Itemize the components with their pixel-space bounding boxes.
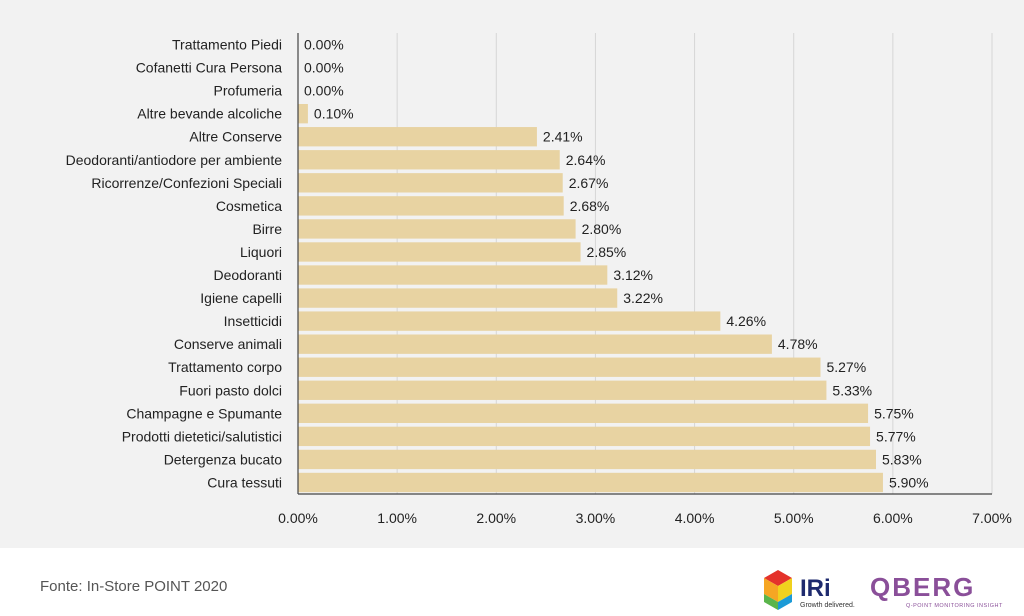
iri-wordmark: IRi [800, 575, 831, 602]
bar [298, 403, 869, 424]
value-label: 2.85% [587, 244, 627, 260]
bar [298, 288, 618, 308]
bar [298, 219, 576, 239]
category-label: Trattamento corpo [168, 359, 282, 375]
value-label: 0.10% [314, 106, 354, 122]
value-label: 5.90% [889, 474, 929, 490]
category-label: Deodoranti [214, 267, 283, 283]
category-label: Cosmetica [216, 198, 282, 214]
x-tick-label: 6.00% [873, 510, 913, 526]
value-label: 5.83% [882, 451, 922, 467]
bar-chart: Trattamento Piedi 0.00% Cofanetti Cura Per… [66, 33, 1012, 526]
bar [298, 426, 871, 447]
value-label: 2.41% [543, 129, 583, 145]
category-label: Igiene capelli [200, 290, 282, 306]
x-tick-label: 5.00% [774, 510, 814, 526]
category-label: Detergenza bucato [164, 451, 283, 467]
value-label: 4.26% [726, 313, 766, 329]
category-label: Champagne e Spumante [126, 405, 282, 421]
x-tick-label: 3.00% [576, 510, 616, 526]
value-label: 5.27% [826, 359, 866, 375]
x-tick-label: 0.00% [278, 510, 318, 526]
bar [298, 265, 608, 285]
category-label: Altre bevande alcoliche [137, 106, 282, 122]
bar [298, 334, 772, 354]
iri-cube-icon [764, 570, 792, 610]
bar [298, 103, 308, 124]
value-label: 4.78% [778, 336, 818, 352]
category-label: Insetticidi [224, 313, 282, 329]
category-label: Trattamento Piedi [172, 37, 282, 53]
category-label: Birre [252, 221, 282, 237]
value-label: 5.77% [876, 428, 916, 444]
value-label: 0.00% [304, 83, 344, 99]
value-label: 5.75% [874, 405, 914, 421]
x-tick-label: 7.00% [972, 510, 1012, 526]
x-tick-label: 2.00% [476, 510, 516, 526]
value-label: 0.00% [304, 60, 344, 76]
bar [298, 173, 563, 193]
bar [298, 150, 560, 170]
category-label: Profumeria [214, 83, 283, 99]
category-label: Deodoranti/antiodore per ambiente [66, 152, 283, 168]
category-label: Conserve animali [174, 336, 282, 352]
value-label: 2.68% [570, 198, 610, 214]
value-label: 5.33% [832, 382, 872, 398]
bar [298, 449, 877, 470]
value-label: 2.80% [582, 221, 622, 237]
category-label: Fuori pasto dolci [179, 382, 282, 398]
bar [298, 242, 581, 262]
value-label: 3.22% [623, 290, 663, 306]
source-note: Fonte: In-Store POINT 2020 [40, 578, 228, 595]
category-label: Altre Conserve [189, 129, 282, 145]
category-label: Cura tessuti [207, 474, 282, 490]
value-label: 2.64% [566, 152, 606, 168]
category-label: Liquori [240, 244, 282, 260]
x-tick-label: 4.00% [675, 510, 715, 526]
category-label: Ricorrenze/Confezioni Speciali [91, 175, 282, 191]
value-label: 2.67% [569, 175, 609, 191]
bar [298, 357, 821, 377]
qberg-wordmark: QBERG [870, 572, 975, 602]
value-label: 3.12% [613, 267, 653, 283]
x-tick-label: 1.00% [377, 510, 417, 526]
bar [298, 311, 721, 331]
bar [298, 472, 883, 493]
bar [298, 196, 564, 216]
bar [298, 380, 827, 400]
qberg-logo: QBERG Q-POINT MONITORING INSIGHT [870, 572, 1003, 609]
category-label: Cofanetti Cura Persona [136, 60, 283, 76]
chart-panel: Trattamento Piedi 0.00% Cofanetti Cura Per… [0, 0, 1024, 548]
iri-tagline: Growth delivered. [800, 602, 855, 609]
category-label: Prodotti dietetici/salutistici [122, 428, 282, 444]
bar [298, 127, 537, 147]
value-label: 0.00% [304, 37, 344, 53]
qberg-tagline: Q-POINT MONITORING INSIGHT [906, 603, 1003, 609]
iri-logo: IRi Growth delivered. [764, 570, 855, 610]
